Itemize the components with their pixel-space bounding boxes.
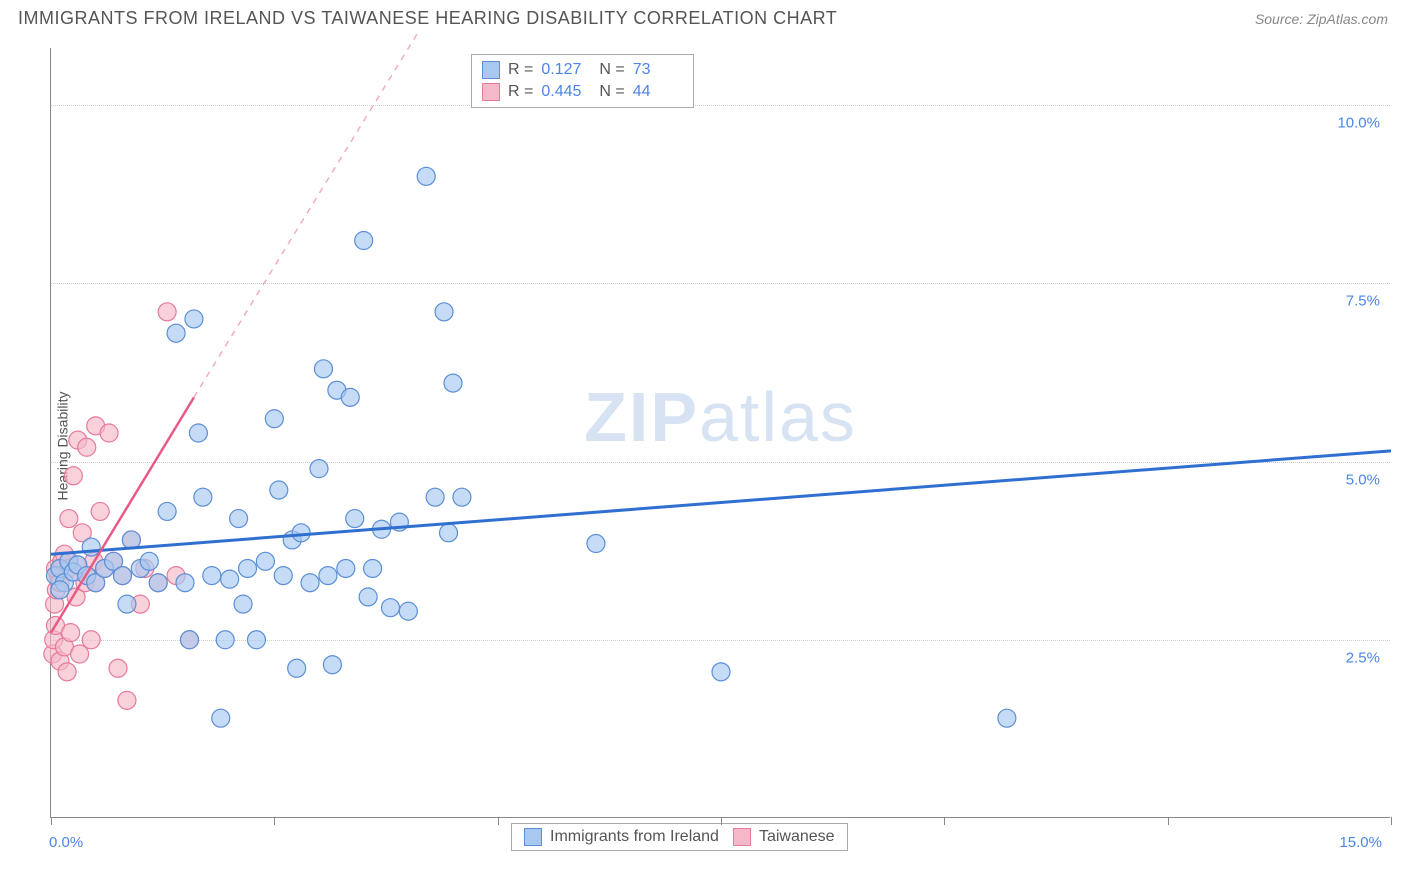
data-point (149, 574, 167, 592)
data-point (91, 502, 109, 520)
data-point (58, 663, 76, 681)
data-point (319, 567, 337, 585)
n-value: 44 (633, 83, 683, 101)
data-point (256, 552, 274, 570)
x-tick (944, 817, 945, 825)
trend-line-ireland (51, 451, 1391, 554)
data-point (203, 567, 221, 585)
series-swatch (482, 83, 500, 101)
x-tick (1391, 817, 1392, 825)
legend-item: Immigrants from Ireland (524, 828, 719, 846)
data-point (82, 631, 100, 649)
legend-label: Immigrants from Ireland (550, 828, 719, 846)
data-point (118, 595, 136, 613)
legend-item: Taiwanese (733, 828, 835, 846)
series-swatch (482, 61, 500, 79)
data-point (998, 709, 1016, 727)
data-point (346, 510, 364, 528)
data-point (82, 538, 100, 556)
data-point (167, 324, 185, 342)
chart-source: Source: ZipAtlas.com (1255, 11, 1388, 27)
stats-row: R = 0.445 N = 44 (482, 81, 683, 103)
data-point (314, 360, 332, 378)
data-point (180, 631, 198, 649)
data-point (247, 631, 265, 649)
x-tick (498, 817, 499, 825)
data-point (288, 659, 306, 677)
data-point (216, 631, 234, 649)
data-point (113, 567, 131, 585)
data-point (341, 388, 359, 406)
x-tick (1168, 817, 1169, 825)
legend-label: Taiwanese (759, 828, 835, 846)
stats-legend-box: R = 0.127 N = 73 R = 0.445 N = 44 (471, 54, 694, 108)
data-point (78, 438, 96, 456)
data-point (189, 424, 207, 442)
data-point (323, 656, 341, 674)
data-point (234, 595, 252, 613)
data-point (109, 659, 127, 677)
x-axis-max-label: 15.0% (1339, 834, 1382, 851)
data-point (364, 559, 382, 577)
r-value: 0.445 (541, 83, 591, 101)
scatter-plot-svg (51, 48, 1390, 817)
stats-row: R = 0.127 N = 73 (482, 59, 683, 81)
n-label: N = (599, 61, 624, 79)
chart-title: IMMIGRANTS FROM IRELAND VS TAIWANESE HEA… (18, 8, 837, 29)
data-point (270, 481, 288, 499)
n-value: 73 (633, 61, 683, 79)
data-point (60, 510, 78, 528)
trend-line-taiwanese-extrapolated (194, 34, 417, 398)
chart-plot-area: ZIPatlas R =0.127N =73R =0.445N =44 Immi… (50, 48, 1390, 818)
data-point (118, 691, 136, 709)
data-point (158, 303, 176, 321)
chart-header: IMMIGRANTS FROM IRELAND VS TAIWANESE HEA… (0, 0, 1406, 33)
series-legend: Immigrants from Ireland Taiwanese (511, 823, 848, 851)
data-point (62, 624, 80, 642)
n-label: N = (599, 83, 624, 101)
data-point (194, 488, 212, 506)
data-point (712, 663, 730, 681)
data-point (417, 167, 435, 185)
r-value: 0.127 (541, 61, 591, 79)
data-point (337, 559, 355, 577)
data-point (440, 524, 458, 542)
data-point (444, 374, 462, 392)
data-point (212, 709, 230, 727)
data-point (176, 574, 194, 592)
data-point (230, 510, 248, 528)
data-point (221, 570, 239, 588)
x-axis-min-label: 0.0% (49, 834, 83, 851)
x-tick (721, 817, 722, 825)
data-point (301, 574, 319, 592)
data-point (100, 424, 118, 442)
data-point (64, 467, 82, 485)
data-point (310, 460, 328, 478)
data-point (292, 524, 310, 542)
data-point (140, 552, 158, 570)
data-point (453, 488, 471, 506)
data-point (265, 410, 283, 428)
data-point (185, 310, 203, 328)
data-point (51, 581, 69, 599)
data-point (239, 559, 257, 577)
data-point (426, 488, 444, 506)
r-label: R = (508, 83, 533, 101)
r-label: R = (508, 61, 533, 79)
legend-swatch (733, 828, 751, 846)
data-point (359, 588, 377, 606)
data-point (399, 602, 417, 620)
data-point (274, 567, 292, 585)
legend-swatch (524, 828, 542, 846)
data-point (435, 303, 453, 321)
x-tick (274, 817, 275, 825)
x-tick (51, 817, 52, 825)
data-point (158, 502, 176, 520)
data-point (381, 599, 399, 617)
data-point (587, 535, 605, 553)
data-point (355, 232, 373, 250)
